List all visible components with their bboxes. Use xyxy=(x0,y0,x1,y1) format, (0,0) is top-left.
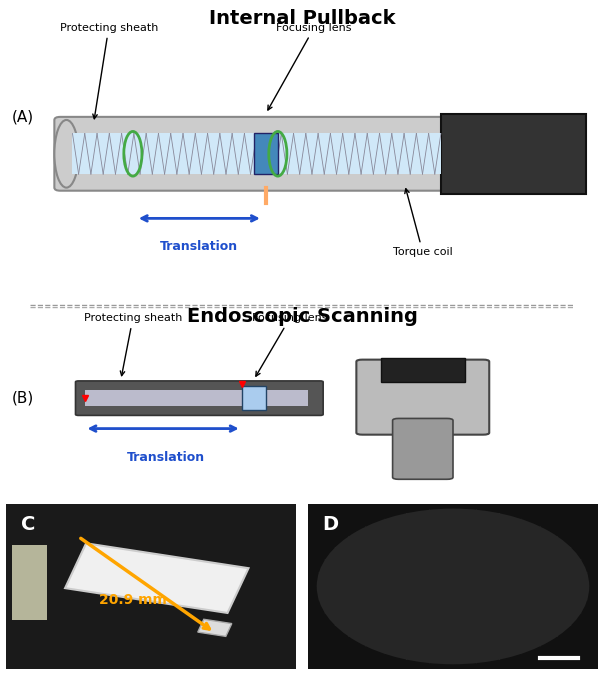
Text: Focusing lens: Focusing lens xyxy=(268,23,352,110)
Circle shape xyxy=(393,552,513,621)
Circle shape xyxy=(439,578,467,595)
Bar xyxy=(441,114,586,194)
Circle shape xyxy=(347,526,559,647)
Circle shape xyxy=(337,521,569,653)
Bar xyxy=(254,133,278,174)
Circle shape xyxy=(316,508,590,665)
Text: Endoscopic Scanning: Endoscopic Scanning xyxy=(187,307,417,326)
Polygon shape xyxy=(198,619,232,636)
Circle shape xyxy=(403,558,503,615)
Circle shape xyxy=(358,532,548,641)
Circle shape xyxy=(398,555,508,618)
Circle shape xyxy=(332,517,574,656)
Text: 20.9 mm: 20.9 mm xyxy=(99,593,167,606)
Circle shape xyxy=(322,512,584,661)
Text: Protecting sheath: Protecting sheath xyxy=(84,313,182,376)
FancyBboxPatch shape xyxy=(76,381,323,415)
Text: Internal Pullback: Internal Pullback xyxy=(209,9,395,28)
Bar xyxy=(85,390,308,406)
Ellipse shape xyxy=(54,120,79,188)
Text: Translation: Translation xyxy=(160,240,239,253)
Text: Protecting sheath: Protecting sheath xyxy=(60,23,158,119)
Circle shape xyxy=(408,561,498,612)
Text: C: C xyxy=(21,515,35,534)
Circle shape xyxy=(367,537,539,635)
Circle shape xyxy=(413,564,493,609)
FancyBboxPatch shape xyxy=(356,360,489,435)
Bar xyxy=(442,580,464,593)
Text: Torque coil: Torque coil xyxy=(393,189,452,258)
Circle shape xyxy=(327,514,579,658)
Circle shape xyxy=(352,529,554,644)
Circle shape xyxy=(428,573,478,600)
Bar xyxy=(72,133,441,174)
Circle shape xyxy=(362,535,544,638)
Polygon shape xyxy=(65,544,248,613)
Circle shape xyxy=(373,541,533,632)
Circle shape xyxy=(423,569,483,604)
Circle shape xyxy=(342,523,564,650)
Text: (B): (B) xyxy=(12,391,34,406)
Bar xyxy=(381,358,465,382)
FancyBboxPatch shape xyxy=(54,117,459,191)
Circle shape xyxy=(418,566,488,606)
Text: D: D xyxy=(323,515,339,534)
Circle shape xyxy=(388,549,518,624)
Circle shape xyxy=(378,544,528,629)
FancyBboxPatch shape xyxy=(393,418,453,479)
Text: Focusing lens: Focusing lens xyxy=(252,313,327,376)
Text: (A): (A) xyxy=(12,110,34,124)
Bar xyxy=(242,386,266,410)
Text: Translation: Translation xyxy=(127,451,205,464)
Circle shape xyxy=(439,578,467,595)
Circle shape xyxy=(434,575,472,598)
Bar xyxy=(12,545,47,619)
Circle shape xyxy=(383,546,523,627)
